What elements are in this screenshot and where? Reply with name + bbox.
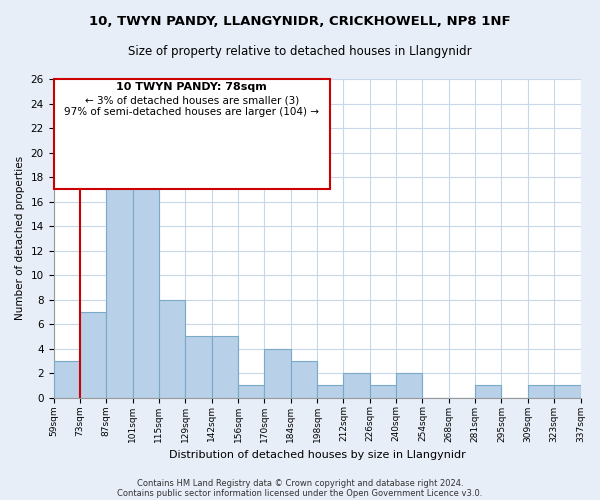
Bar [475,386,502,398]
Bar [343,373,370,398]
Text: Contains public sector information licensed under the Open Government Licence v3: Contains public sector information licen… [118,488,482,498]
Bar [265,348,290,398]
Bar [80,312,106,398]
Text: ← 3% of detached houses are smaller (3): ← 3% of detached houses are smaller (3) [85,95,299,105]
Bar [133,128,159,398]
Y-axis label: Number of detached properties: Number of detached properties [15,156,25,320]
Text: 10 TWYN PANDY: 78sqm: 10 TWYN PANDY: 78sqm [116,82,267,92]
Bar [528,386,554,398]
Bar [317,386,343,398]
Text: 97% of semi-detached houses are larger (104) →: 97% of semi-detached houses are larger (… [64,106,319,117]
Text: Contains HM Land Registry data © Crown copyright and database right 2024.: Contains HM Land Registry data © Crown c… [137,478,463,488]
Bar [370,386,396,398]
Bar [290,361,317,398]
Bar [238,386,265,398]
Bar [212,336,238,398]
Text: 10, TWYN PANDY, LLANGYNIDR, CRICKHOWELL, NP8 1NF: 10, TWYN PANDY, LLANGYNIDR, CRICKHOWELL,… [89,15,511,28]
Bar [53,361,80,398]
Bar [106,152,133,398]
Bar [159,300,185,398]
Bar [185,336,212,398]
Bar [396,373,422,398]
Text: Size of property relative to detached houses in Llangynidr: Size of property relative to detached ho… [128,45,472,58]
Bar [554,386,581,398]
X-axis label: Distribution of detached houses by size in Llangynidr: Distribution of detached houses by size … [169,450,466,460]
